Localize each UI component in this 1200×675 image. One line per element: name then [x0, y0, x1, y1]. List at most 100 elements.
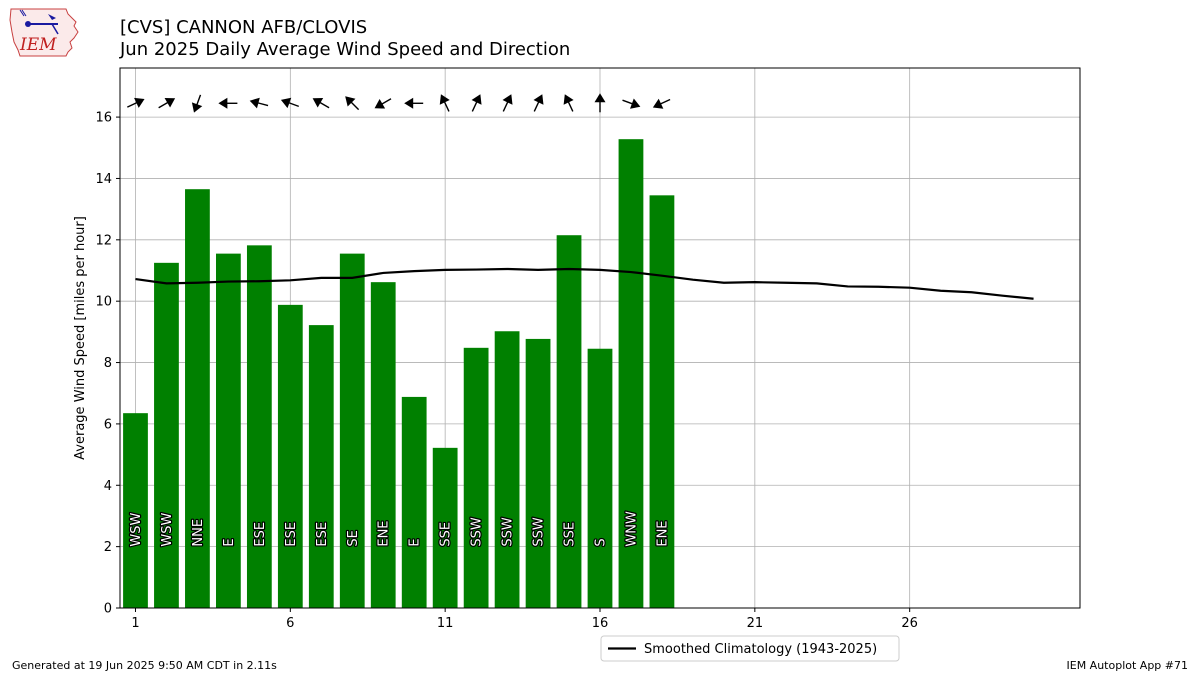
wind-arrow-day-17 [622, 98, 641, 109]
logo-wind-barb [48, 14, 56, 20]
direction-label: NNE [191, 519, 206, 547]
wind-arrow-day-4 [218, 97, 238, 109]
bar-day-1 [123, 413, 148, 608]
wind-arrow-head [312, 98, 324, 108]
wind-arrow-head [502, 94, 513, 105]
y-tick-label: 4 [104, 479, 112, 494]
direction-label: ESE [284, 522, 299, 547]
wind-arrow-shaft [443, 100, 450, 112]
direction-label: SSE [439, 522, 454, 547]
logo-station-dot [25, 21, 31, 27]
bar-day-17 [618, 139, 644, 608]
bar-day-13 [494, 331, 520, 608]
wind-arrow-head [533, 94, 544, 105]
bar-day-14 [525, 338, 551, 608]
y-axis-label: Average Wind Speed [miles per hour] [73, 216, 88, 460]
x-tick-label: 11 [437, 616, 454, 631]
x-tick-label: 21 [747, 616, 764, 631]
app-id: IEM Autoplot App #71 [1066, 659, 1189, 672]
x-tick-label: 16 [592, 616, 609, 631]
wind-arrow-head [249, 97, 260, 109]
bar-day-15 [556, 235, 582, 608]
bar-day-8 [339, 253, 365, 608]
logo-wind-staff [51, 23, 59, 35]
bar-day-2 [154, 262, 179, 608]
chart-title: [CVS] CANNON AFB/CLOVIS [120, 17, 368, 38]
direction-label: ENE [655, 520, 670, 546]
direction-label: S [594, 538, 609, 546]
wind-arrow-head [164, 98, 176, 108]
wind-arrow-shaft [567, 100, 574, 112]
wind-arrow-shaft [349, 100, 360, 111]
direction-label: WNW [624, 511, 639, 547]
wind-arrow-day-13 [502, 94, 513, 112]
wind-arrow-head [563, 94, 574, 105]
wind-arrow-head [404, 97, 414, 109]
legend-box [600, 635, 900, 662]
wind-arrow-day-8 [345, 96, 360, 111]
y-tick-label: 10 [95, 295, 112, 310]
wind-arrow-day-7 [312, 98, 330, 109]
wind-arrow-head [439, 94, 450, 105]
wind-arrow-day-1 [127, 97, 145, 108]
wind-arrow-day-2 [158, 98, 176, 109]
wind-arrow-day-5 [249, 97, 269, 109]
bar-day-3 [185, 189, 210, 608]
wind-arrow-shaft [256, 101, 269, 107]
iem-logo: IEM [9, 8, 79, 57]
legend-label: Smoothed Climatology (1943-2025) [644, 642, 877, 657]
wind-arrow-shaft [502, 100, 509, 112]
bar-day-4 [216, 253, 241, 608]
chart-subtitle: Jun 2025 Daily Average Wind Speed and Di… [120, 39, 571, 60]
x-tick-label: 1 [131, 616, 139, 631]
wind-arrow-day-3 [191, 94, 203, 113]
y-tick-label: 6 [104, 417, 112, 432]
wind-arrow-day-14 [533, 94, 544, 112]
bar-day-7 [308, 325, 334, 608]
wind-arrow-shaft [471, 100, 479, 112]
bar-day-12 [463, 347, 489, 608]
wind-arrow-day-9 [374, 98, 392, 109]
direction-label: SSE [563, 522, 578, 547]
y-tick-label: 14 [95, 172, 112, 187]
wind-arrow-head [280, 97, 292, 109]
x-tick-label: 6 [286, 616, 294, 631]
y-tick-label: 0 [104, 602, 112, 617]
iowa-state-outline [9, 8, 79, 57]
bar-day-10 [401, 396, 427, 608]
y-tick-label: 8 [104, 356, 112, 371]
legend: Smoothed Climatology (1943-2025) [600, 635, 900, 662]
wind-arrow-head [630, 98, 641, 109]
direction-label: ENE [377, 520, 392, 546]
direction-label: SE [346, 530, 361, 546]
wind-arrow-head [471, 94, 482, 105]
wind-arrow-head [134, 97, 145, 108]
bar-day-11 [432, 447, 458, 608]
wind-arrow-shaft [195, 94, 202, 107]
bar-day-16 [587, 348, 613, 608]
bar-day-6 [277, 304, 303, 608]
direction-label: ESE [315, 522, 330, 547]
wind-arrow-day-10 [404, 97, 424, 109]
logo-text: IEM [19, 35, 57, 55]
climatology-line [135, 267, 1034, 300]
direction-label: SSW [470, 517, 485, 547]
y-tick-label: 12 [95, 233, 112, 248]
direction-label: SSW [501, 517, 516, 547]
wind-arrow-head [218, 97, 228, 109]
y-tick-label: 16 [95, 111, 112, 126]
wind-arrow-day-11 [439, 94, 450, 112]
wind-arrow-head [345, 96, 356, 107]
bar-day-5 [246, 245, 272, 608]
bar-day-18 [649, 195, 675, 609]
wind-arrow-head [652, 98, 664, 109]
y-tick-label: 2 [104, 540, 112, 555]
bar-day-9 [370, 282, 396, 608]
wind-arrow-day-6 [280, 97, 300, 109]
direction-label: WSW [160, 513, 175, 547]
direction-label: WSW [129, 513, 144, 547]
direction-label: SSW [532, 517, 547, 547]
wind-arrow-day-16 [594, 93, 606, 113]
logo-feather [19, 9, 27, 17]
